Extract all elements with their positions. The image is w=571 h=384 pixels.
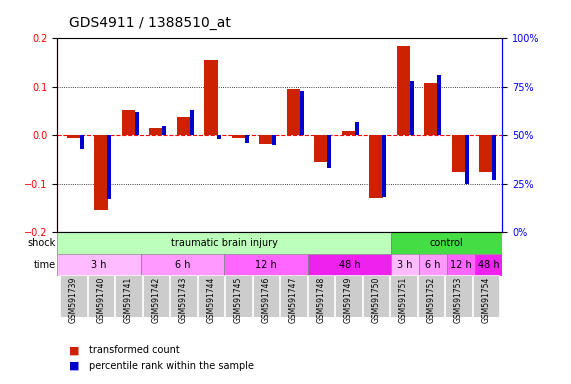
FancyBboxPatch shape	[308, 275, 334, 317]
Text: 48 h: 48 h	[339, 260, 360, 270]
Bar	[308, 254, 391, 276]
Text: GSM591747: GSM591747	[289, 276, 298, 323]
Text: 6 h: 6 h	[425, 260, 441, 270]
FancyBboxPatch shape	[473, 275, 499, 317]
Bar	[341, 131, 355, 135]
Bar	[391, 232, 502, 254]
Bar	[149, 128, 163, 135]
Text: GSM591741: GSM591741	[124, 276, 133, 323]
Text: GSM591750: GSM591750	[372, 276, 380, 323]
Text: shock: shock	[27, 238, 56, 248]
Text: 3 h: 3 h	[397, 260, 413, 270]
Bar	[176, 117, 191, 135]
FancyBboxPatch shape	[280, 275, 307, 317]
Bar	[475, 254, 502, 276]
Text: time: time	[34, 260, 56, 270]
FancyBboxPatch shape	[198, 275, 224, 317]
Bar	[452, 135, 465, 172]
Bar	[94, 135, 108, 210]
Text: transformed count: transformed count	[89, 345, 179, 355]
Bar	[410, 81, 414, 135]
Text: traumatic brain injury: traumatic brain injury	[171, 238, 278, 248]
FancyBboxPatch shape	[115, 275, 142, 317]
Text: GSM591753: GSM591753	[454, 276, 463, 323]
Bar	[162, 126, 166, 135]
FancyBboxPatch shape	[226, 275, 252, 317]
Text: 3 h: 3 h	[91, 260, 107, 270]
Text: control: control	[430, 238, 464, 248]
Bar	[382, 135, 387, 197]
FancyBboxPatch shape	[88, 275, 114, 317]
Text: GSM591754: GSM591754	[481, 276, 490, 323]
FancyBboxPatch shape	[391, 275, 417, 317]
Bar	[204, 60, 218, 135]
Bar	[314, 135, 328, 162]
Bar	[232, 135, 246, 138]
Bar	[369, 135, 383, 198]
Bar	[437, 75, 441, 135]
Bar	[224, 254, 308, 276]
Bar	[272, 135, 276, 145]
Text: 12 h: 12 h	[450, 260, 472, 270]
Bar	[67, 135, 81, 138]
Text: GSM591740: GSM591740	[96, 276, 106, 323]
Text: GSM591742: GSM591742	[151, 276, 160, 323]
Bar	[391, 254, 419, 276]
Bar	[479, 135, 493, 172]
Bar	[57, 232, 391, 254]
FancyBboxPatch shape	[143, 275, 169, 317]
Text: GSM591749: GSM591749	[344, 276, 353, 323]
Bar	[419, 254, 447, 276]
Bar	[107, 135, 111, 199]
Bar	[217, 135, 222, 139]
Bar	[397, 46, 411, 135]
Text: GSM591743: GSM591743	[179, 276, 188, 323]
Text: ■: ■	[69, 345, 79, 355]
Bar	[300, 91, 304, 135]
Bar	[355, 122, 359, 135]
Text: GSM591744: GSM591744	[207, 276, 216, 323]
Text: 12 h: 12 h	[255, 260, 277, 270]
FancyBboxPatch shape	[335, 275, 361, 317]
Text: GSM591748: GSM591748	[316, 276, 325, 323]
Text: GSM591745: GSM591745	[234, 276, 243, 323]
Bar	[122, 110, 135, 135]
Bar	[465, 135, 469, 184]
FancyBboxPatch shape	[61, 275, 87, 317]
Bar	[287, 89, 300, 135]
FancyBboxPatch shape	[170, 275, 197, 317]
FancyBboxPatch shape	[445, 275, 472, 317]
Text: GSM591746: GSM591746	[262, 276, 271, 323]
FancyBboxPatch shape	[363, 275, 389, 317]
FancyBboxPatch shape	[418, 275, 444, 317]
Bar	[245, 135, 249, 143]
Text: GSM591752: GSM591752	[427, 276, 436, 323]
Bar	[424, 83, 438, 135]
Bar	[135, 112, 139, 135]
Bar	[492, 135, 496, 180]
Text: GDS4911 / 1388510_at: GDS4911 / 1388510_at	[69, 16, 230, 30]
Bar	[259, 135, 273, 144]
Bar	[190, 110, 194, 135]
Bar	[447, 254, 475, 276]
Text: GSM591751: GSM591751	[399, 276, 408, 323]
Bar	[80, 135, 84, 149]
Bar	[327, 135, 331, 168]
FancyBboxPatch shape	[253, 275, 279, 317]
Text: ■: ■	[69, 361, 79, 371]
Text: percentile rank within the sample: percentile rank within the sample	[89, 361, 254, 371]
Text: 6 h: 6 h	[175, 260, 190, 270]
Text: GSM591739: GSM591739	[69, 276, 78, 323]
Bar	[57, 254, 140, 276]
Bar	[140, 254, 224, 276]
Text: 48 h: 48 h	[478, 260, 500, 270]
